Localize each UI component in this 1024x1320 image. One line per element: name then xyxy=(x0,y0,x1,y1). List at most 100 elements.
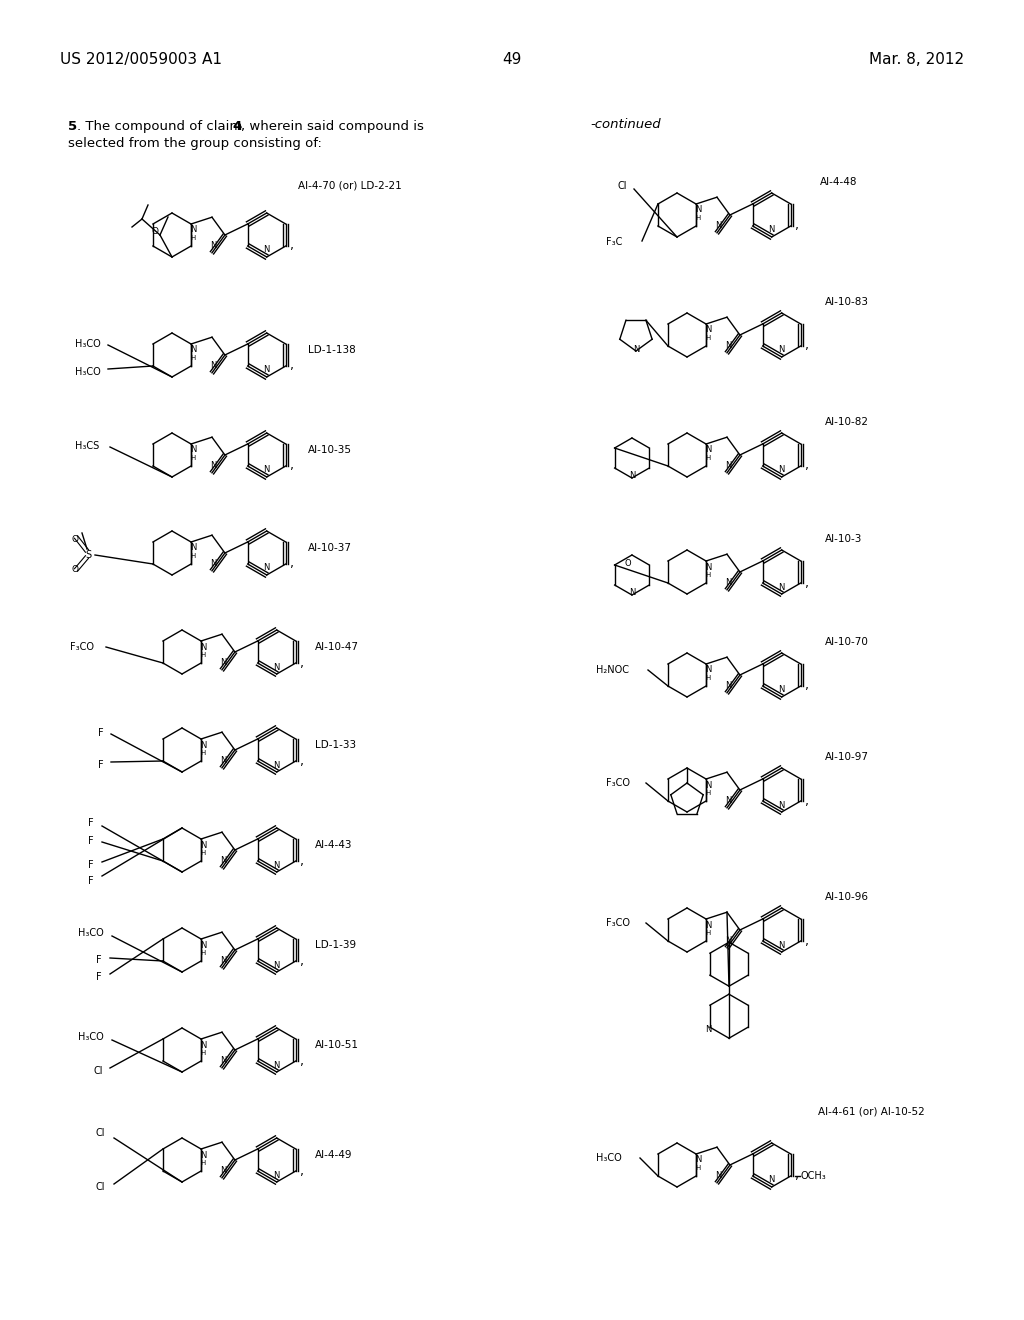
Text: N: N xyxy=(725,796,731,805)
Text: H: H xyxy=(201,950,206,956)
Text: N: N xyxy=(725,342,731,350)
Text: F: F xyxy=(96,972,101,982)
Text: N: N xyxy=(273,861,280,870)
Text: N: N xyxy=(273,760,280,770)
Text: N: N xyxy=(778,800,784,809)
Text: -continued: -continued xyxy=(590,117,660,131)
Text: AI-10-51: AI-10-51 xyxy=(315,1040,359,1049)
Text: N: N xyxy=(715,222,721,230)
Text: H₃CO: H₃CO xyxy=(75,339,100,348)
Text: N: N xyxy=(725,681,731,690)
Text: N: N xyxy=(695,206,701,214)
Text: H₃CS: H₃CS xyxy=(75,441,99,451)
Text: AI-10-3: AI-10-3 xyxy=(825,535,862,544)
Text: H: H xyxy=(695,215,700,220)
Text: N: N xyxy=(705,920,712,929)
Text: S: S xyxy=(85,550,91,560)
Text: H₃CO: H₃CO xyxy=(78,1032,103,1041)
Text: AI-4-49: AI-4-49 xyxy=(315,1150,352,1160)
Text: AI-10-97: AI-10-97 xyxy=(825,752,869,762)
Text: H₃CO: H₃CO xyxy=(596,1152,622,1163)
Text: LD-1-138: LD-1-138 xyxy=(308,345,355,355)
Text: AI-10-96: AI-10-96 xyxy=(825,892,869,902)
Text: F: F xyxy=(98,760,103,770)
Text: N: N xyxy=(220,659,226,668)
Text: N: N xyxy=(273,663,280,672)
Text: F: F xyxy=(98,729,103,738)
Text: AI-10-35: AI-10-35 xyxy=(308,445,352,455)
Text: F₃C: F₃C xyxy=(606,238,623,247)
Text: N: N xyxy=(200,841,206,850)
Text: N: N xyxy=(189,544,197,553)
Text: N: N xyxy=(220,1056,226,1065)
Text: H: H xyxy=(706,789,711,796)
Text: H: H xyxy=(706,675,711,681)
Text: Cl: Cl xyxy=(618,181,628,191)
Text: F: F xyxy=(88,818,93,828)
Text: selected from the group consisting of:: selected from the group consisting of: xyxy=(68,137,322,150)
Text: AI-10-37: AI-10-37 xyxy=(308,543,352,553)
Text: N: N xyxy=(200,1151,206,1159)
Text: Mar. 8, 2012: Mar. 8, 2012 xyxy=(869,51,964,67)
Text: H: H xyxy=(706,572,711,578)
Text: O: O xyxy=(72,565,79,573)
Text: N: N xyxy=(633,345,639,354)
Text: N: N xyxy=(705,780,712,789)
Text: ,: , xyxy=(805,577,809,590)
Text: Cl: Cl xyxy=(94,1067,103,1076)
Text: ,: , xyxy=(290,359,294,372)
Text: N: N xyxy=(725,936,731,945)
Text: AI-10-70: AI-10-70 xyxy=(825,638,869,647)
Text: H: H xyxy=(201,850,206,855)
Text: H: H xyxy=(695,1166,700,1171)
Text: . The compound of claim: . The compound of claim xyxy=(77,120,247,133)
Text: N: N xyxy=(705,326,712,334)
Text: H: H xyxy=(190,355,196,360)
Text: ,: , xyxy=(290,239,294,252)
Text: N: N xyxy=(769,226,775,235)
Text: H₃CO: H₃CO xyxy=(75,367,100,378)
Text: F: F xyxy=(88,836,93,846)
Text: N: N xyxy=(273,1060,280,1069)
Text: N: N xyxy=(705,446,712,454)
Text: N: N xyxy=(629,587,635,597)
Text: H: H xyxy=(190,235,196,242)
Text: AI-10-83: AI-10-83 xyxy=(825,297,869,308)
Text: H₃CO: H₃CO xyxy=(78,928,103,939)
Text: N: N xyxy=(210,461,216,470)
Text: F₃CO: F₃CO xyxy=(70,642,94,652)
Text: Cl: Cl xyxy=(96,1181,105,1192)
Text: N: N xyxy=(263,246,270,255)
Text: N: N xyxy=(629,471,635,480)
Text: H: H xyxy=(190,553,196,558)
Text: N: N xyxy=(273,1171,280,1180)
Text: N: N xyxy=(210,362,216,371)
Text: , wherein said compound is: , wherein said compound is xyxy=(241,120,424,133)
Text: N: N xyxy=(210,560,216,569)
Text: ,: , xyxy=(300,656,304,669)
Text: ,: , xyxy=(805,339,809,352)
Text: H: H xyxy=(706,335,711,341)
Text: N: N xyxy=(200,1040,206,1049)
Text: F: F xyxy=(96,954,101,965)
Text: ,: , xyxy=(290,557,294,570)
Text: N: N xyxy=(705,665,712,675)
Text: N: N xyxy=(725,461,731,470)
Text: ,: , xyxy=(300,1055,304,1068)
Text: AI-10-47: AI-10-47 xyxy=(315,642,359,652)
Text: N: N xyxy=(778,466,784,474)
Text: AI-4-48: AI-4-48 xyxy=(820,177,857,187)
Text: ,: , xyxy=(805,459,809,473)
Text: ,: , xyxy=(805,795,809,808)
Text: N: N xyxy=(189,226,197,235)
Text: N: N xyxy=(200,643,206,652)
Text: ,: , xyxy=(300,755,304,767)
Text: N: N xyxy=(725,578,731,587)
Text: N: N xyxy=(778,346,784,355)
Text: AI-4-70 (or) LD-2-21: AI-4-70 (or) LD-2-21 xyxy=(298,180,401,190)
Text: H: H xyxy=(201,750,206,756)
Text: N: N xyxy=(189,346,197,355)
Text: O: O xyxy=(151,227,158,235)
Text: AI-4-43: AI-4-43 xyxy=(315,840,352,850)
Text: N: N xyxy=(705,562,712,572)
